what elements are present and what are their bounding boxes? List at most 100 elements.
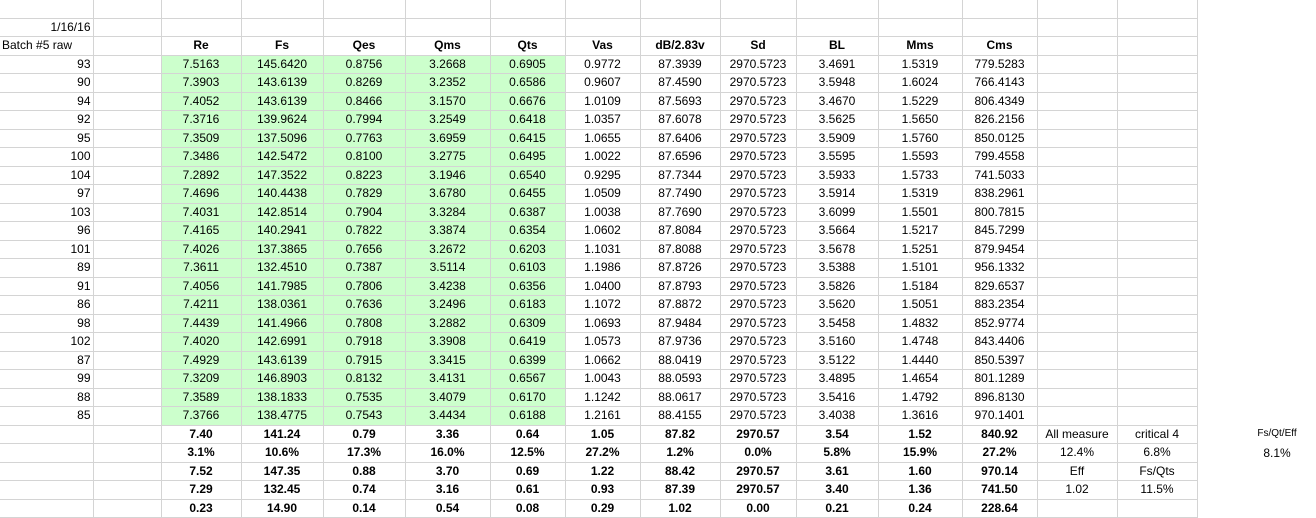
value-cell[interactable]: 3.5664 [796, 221, 879, 241]
stat-cell[interactable]: 10.6% [241, 443, 324, 463]
value-cell[interactable]: 0.6418 [490, 110, 566, 130]
driver-id-cell[interactable]: 94 [0, 92, 94, 111]
empty-cell[interactable] [1117, 73, 1198, 93]
value-cell[interactable]: 7.3589 [160, 388, 242, 407]
value-cell[interactable]: 87.5693 [640, 92, 721, 111]
stat-cell[interactable]: 228.64 [962, 499, 1038, 518]
value-cell[interactable]: 3.6099 [796, 203, 879, 222]
value-cell[interactable]: 0.6455 [490, 184, 566, 204]
value-cell[interactable]: 3.5416 [796, 388, 879, 407]
value-cell[interactable]: 1.0662 [565, 351, 641, 370]
empty-cell[interactable] [1117, 406, 1198, 426]
value-cell[interactable]: 2970.5723 [720, 184, 797, 204]
value-cell[interactable]: 800.7815 [962, 203, 1038, 222]
empty-cell[interactable] [1117, 314, 1198, 333]
empty-cell[interactable] [1037, 406, 1118, 426]
empty-cell[interactable] [1037, 18, 1118, 37]
value-cell[interactable]: 0.6567 [490, 369, 566, 389]
critical4-value[interactable]: 6.8% [1117, 443, 1198, 463]
value-cell[interactable]: 3.4691 [796, 55, 879, 74]
stat-cell[interactable]: 0.61 [490, 480, 566, 500]
value-cell[interactable]: 806.4349 [962, 92, 1038, 111]
empty-cell[interactable] [1117, 499, 1198, 518]
value-cell[interactable]: 3.4131 [405, 369, 491, 389]
all-measure-value[interactable]: 12.4% [1037, 443, 1118, 463]
value-cell[interactable]: 0.6586 [490, 73, 566, 93]
empty-cell[interactable] [1117, 221, 1198, 241]
value-cell[interactable]: 3.1570 [405, 92, 491, 111]
value-cell[interactable]: 7.3903 [160, 73, 242, 93]
empty-cell[interactable] [1037, 388, 1118, 407]
empty-cell[interactable] [241, 0, 324, 19]
driver-id-cell[interactable]: 97 [0, 184, 94, 204]
empty-cell[interactable] [1117, 203, 1198, 222]
stat-cell[interactable]: 88.42 [640, 462, 721, 481]
value-cell[interactable]: 7.3209 [160, 369, 242, 389]
value-cell[interactable]: 87.8726 [640, 258, 721, 278]
column-header-qms[interactable]: Qms [405, 36, 491, 56]
value-cell[interactable]: 7.3486 [160, 147, 242, 167]
empty-cell[interactable] [93, 221, 162, 241]
column-header-fs[interactable]: Fs [241, 36, 324, 56]
value-cell[interactable]: 88.0593 [640, 369, 721, 389]
empty-cell[interactable] [1117, 388, 1198, 407]
stat-cell[interactable]: 0.54 [405, 499, 491, 518]
value-cell[interactable]: 3.2882 [405, 314, 491, 333]
value-cell[interactable]: 139.9624 [241, 110, 324, 130]
driver-id-cell[interactable]: 88 [0, 388, 94, 407]
empty-cell[interactable] [796, 0, 879, 19]
value-cell[interactable]: 2970.5723 [720, 147, 797, 167]
value-cell[interactable]: 143.6139 [241, 351, 324, 370]
stat-cell[interactable]: 3.16 [405, 480, 491, 500]
value-cell[interactable]: 0.7822 [323, 221, 406, 241]
driver-id-cell[interactable]: 102 [0, 332, 94, 352]
value-cell[interactable]: 0.8756 [323, 55, 406, 74]
stat-cell[interactable]: 3.61 [796, 462, 879, 481]
value-cell[interactable]: 0.8269 [323, 73, 406, 93]
value-cell[interactable]: 896.8130 [962, 388, 1038, 407]
empty-cell[interactable] [1117, 184, 1198, 204]
empty-cell[interactable] [1117, 332, 1198, 352]
empty-cell[interactable] [93, 73, 162, 93]
value-cell[interactable]: 1.5319 [878, 55, 963, 74]
value-cell[interactable]: 0.7543 [323, 406, 406, 426]
empty-cell[interactable] [1037, 36, 1118, 56]
value-cell[interactable]: 1.6024 [878, 73, 963, 93]
empty-cell[interactable] [161, 0, 242, 19]
stat-cell[interactable]: 0.74 [323, 480, 406, 500]
value-cell[interactable]: 2970.5723 [720, 73, 797, 93]
value-cell[interactable]: 0.9772 [565, 55, 641, 74]
value-cell[interactable]: 7.5163 [160, 55, 242, 74]
stat-cell[interactable]: 0.23 [160, 499, 242, 518]
value-cell[interactable]: 3.4079 [405, 388, 491, 407]
empty-cell[interactable] [1117, 166, 1198, 185]
value-cell[interactable]: 7.4165 [160, 221, 242, 241]
empty-cell[interactable] [1117, 0, 1198, 19]
empty-cell[interactable] [93, 295, 162, 315]
value-cell[interactable]: 7.4211 [160, 295, 242, 315]
empty-cell[interactable] [1037, 351, 1118, 370]
value-cell[interactable]: 87.9484 [640, 314, 721, 333]
value-cell[interactable]: 3.2549 [405, 110, 491, 130]
stat-cell[interactable]: 15.9% [878, 443, 963, 463]
value-cell[interactable]: 7.3716 [160, 110, 242, 130]
value-cell[interactable]: 3.3415 [405, 351, 491, 370]
value-cell[interactable]: 3.4434 [405, 406, 491, 426]
empty-cell[interactable] [796, 18, 879, 37]
stat-cell[interactable]: 1.2% [640, 443, 721, 463]
driver-id-cell[interactable]: 98 [0, 314, 94, 333]
value-cell[interactable]: 766.4143 [962, 73, 1038, 93]
stat-cell[interactable]: 0.14 [323, 499, 406, 518]
value-cell[interactable]: 2970.5723 [720, 332, 797, 352]
stat-cell[interactable]: 87.39 [640, 480, 721, 500]
empty-cell[interactable] [323, 0, 406, 19]
value-cell[interactable]: 88.0617 [640, 388, 721, 407]
driver-id-cell[interactable]: 89 [0, 258, 94, 278]
value-cell[interactable]: 3.3908 [405, 332, 491, 352]
fs-qts-value[interactable]: 11.5% [1117, 480, 1198, 500]
value-cell[interactable]: 145.6420 [241, 55, 324, 74]
empty-cell[interactable] [0, 480, 94, 500]
empty-cell[interactable] [93, 258, 162, 278]
empty-cell[interactable] [93, 166, 162, 185]
value-cell[interactable]: 1.4654 [878, 369, 963, 389]
